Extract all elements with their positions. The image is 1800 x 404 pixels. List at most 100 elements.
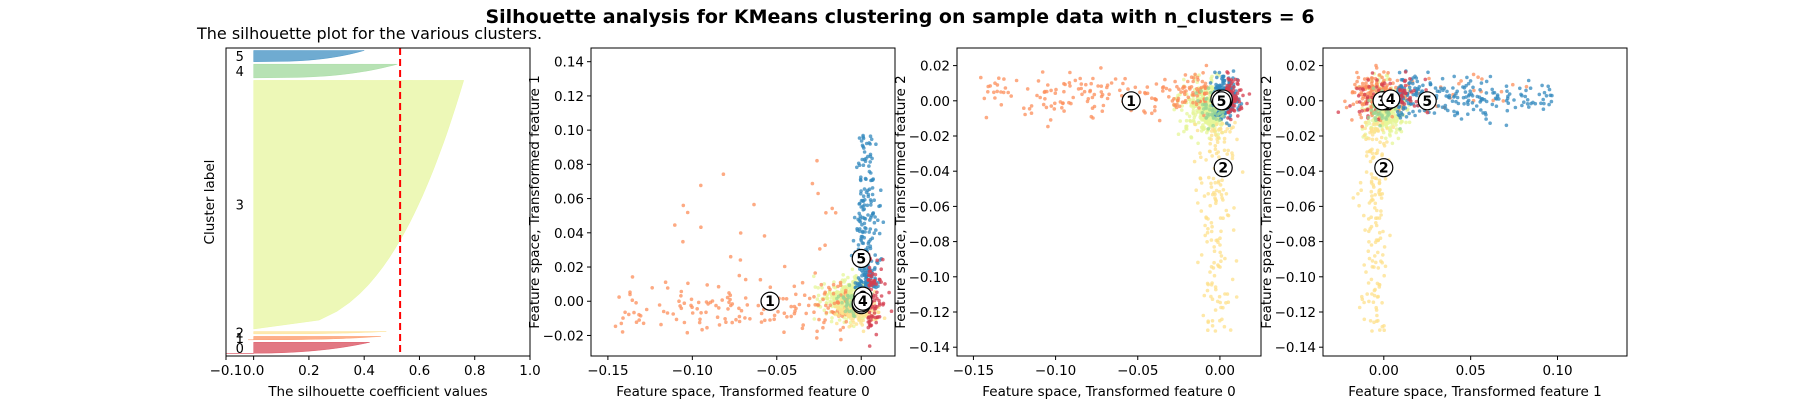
data-point-cluster-1 <box>725 295 730 300</box>
data-point-cluster-1 <box>986 84 990 89</box>
data-point-cluster-2 <box>1373 193 1377 197</box>
data-point-cluster-1 <box>634 320 639 325</box>
data-point-cluster-1 <box>1369 81 1374 86</box>
data-point-cluster-3 <box>822 282 826 286</box>
data-point-cluster-1 <box>621 316 625 320</box>
data-point-cluster-2 <box>1371 122 1376 127</box>
scatter-points <box>613 133 894 348</box>
data-point-cluster-5 <box>1440 76 1445 81</box>
y-tick-label: −0.12 <box>909 305 950 321</box>
data-point-cluster-5 <box>857 136 862 140</box>
data-point-cluster-1 <box>627 312 631 317</box>
data-point-cluster-1 <box>673 223 677 227</box>
data-point-cluster-5 <box>1217 70 1222 75</box>
data-point-cluster-2 <box>1382 245 1387 249</box>
x-tick-label: 0.00 <box>1205 363 1235 379</box>
data-point-cluster-2 <box>1377 216 1382 220</box>
data-point-cluster-1 <box>1173 79 1177 84</box>
x-tick-label: −0.10 <box>672 363 713 379</box>
data-point-cluster-1 <box>704 300 709 304</box>
data-point-cluster-2 <box>833 312 837 317</box>
data-point-cluster-4 <box>1205 112 1210 116</box>
data-point-cluster-1 <box>1193 72 1197 77</box>
data-point-cluster-2 <box>1372 130 1377 134</box>
data-point-cluster-2 <box>1196 260 1200 265</box>
data-point-cluster-2 <box>1372 185 1376 189</box>
data-point-cluster-1 <box>679 294 683 298</box>
data-point-cluster-5 <box>860 273 864 278</box>
data-point-cluster-3 <box>1384 136 1388 141</box>
data-point-cluster-5 <box>1417 109 1422 113</box>
data-point-cluster-1 <box>1150 96 1154 100</box>
data-point-cluster-2 <box>1217 294 1222 299</box>
data-point-cluster-3 <box>829 319 834 324</box>
data-point-cluster-1 <box>813 271 817 275</box>
data-point-cluster-1 <box>1023 112 1027 117</box>
data-point-cluster-0 <box>1357 109 1362 114</box>
data-point-cluster-2 <box>1199 181 1204 185</box>
data-point-cluster-5 <box>874 228 878 232</box>
data-point-cluster-2 <box>1383 264 1388 269</box>
data-point-cluster-2 <box>1379 196 1384 200</box>
data-point-cluster-0 <box>878 278 882 282</box>
data-point-cluster-3 <box>850 267 855 272</box>
data-point-cluster-1 <box>613 324 618 329</box>
data-point-cluster-1 <box>1390 114 1394 119</box>
data-point-cluster-1 <box>696 300 701 305</box>
data-point-cluster-2 <box>882 316 887 321</box>
data-point-cluster-1 <box>1092 92 1097 97</box>
data-point-cluster-1 <box>1476 75 1480 79</box>
data-point-cluster-1 <box>715 315 720 320</box>
data-point-cluster-2 <box>1198 176 1203 180</box>
data-point-cluster-1 <box>816 303 821 307</box>
data-point-cluster-1 <box>999 90 1003 94</box>
data-point-cluster-4 <box>1199 89 1203 93</box>
data-point-cluster-1 <box>720 298 724 302</box>
scatter-points <box>1336 63 1554 333</box>
x-axis-label: The silhouette coefficient values <box>267 384 487 400</box>
data-point-cluster-2 <box>1381 253 1385 257</box>
data-point-cluster-1 <box>1063 82 1067 87</box>
y-tick-label: −0.08 <box>1275 235 1316 251</box>
data-point-cluster-5 <box>1231 69 1236 73</box>
data-point-cluster-2 <box>1202 293 1207 298</box>
data-point-cluster-5 <box>861 135 865 139</box>
data-point-cluster-5 <box>874 142 878 146</box>
data-point-cluster-2 <box>1223 292 1227 296</box>
data-point-cluster-5 <box>1468 79 1473 83</box>
data-point-cluster-1 <box>1191 90 1195 95</box>
data-point-cluster-5 <box>1471 107 1476 112</box>
data-point-cluster-1 <box>1524 84 1529 89</box>
data-point-cluster-0 <box>1237 99 1242 104</box>
data-point-cluster-1 <box>723 317 727 321</box>
data-point-cluster-1 <box>1186 95 1191 100</box>
data-point-cluster-5 <box>1428 82 1433 87</box>
data-point-cluster-1 <box>681 203 686 208</box>
cluster-center-label-1: 1 <box>765 294 775 310</box>
data-point-cluster-2 <box>1369 189 1374 194</box>
data-point-cluster-5 <box>1421 83 1425 88</box>
data-point-cluster-2 <box>1370 194 1374 198</box>
data-point-cluster-5 <box>1471 85 1475 90</box>
data-point-cluster-2 <box>1213 144 1218 148</box>
data-point-cluster-5 <box>1484 99 1489 104</box>
data-point-cluster-1 <box>1167 95 1171 99</box>
data-point-cluster-3 <box>1394 119 1399 124</box>
data-point-cluster-1 <box>804 311 808 316</box>
data-point-cluster-5 <box>852 215 857 220</box>
data-point-cluster-5 <box>1488 74 1493 79</box>
data-point-cluster-3 <box>1184 124 1188 129</box>
silhouette-band-2 <box>252 331 387 335</box>
x-axis-label: Feature space, Transformed feature 0 <box>982 384 1235 400</box>
data-point-cluster-5 <box>1468 89 1472 93</box>
data-point-cluster-0 <box>867 265 872 270</box>
data-point-cluster-3 <box>1200 125 1205 130</box>
data-point-cluster-1 <box>840 314 844 318</box>
data-point-cluster-1 <box>1089 114 1094 119</box>
data-point-cluster-5 <box>853 281 858 285</box>
data-point-cluster-1 <box>984 115 989 120</box>
data-point-cluster-2 <box>1372 293 1377 298</box>
data-point-cluster-1 <box>815 329 819 334</box>
data-point-cluster-1 <box>833 211 838 215</box>
data-point-cluster-5 <box>1407 85 1412 90</box>
